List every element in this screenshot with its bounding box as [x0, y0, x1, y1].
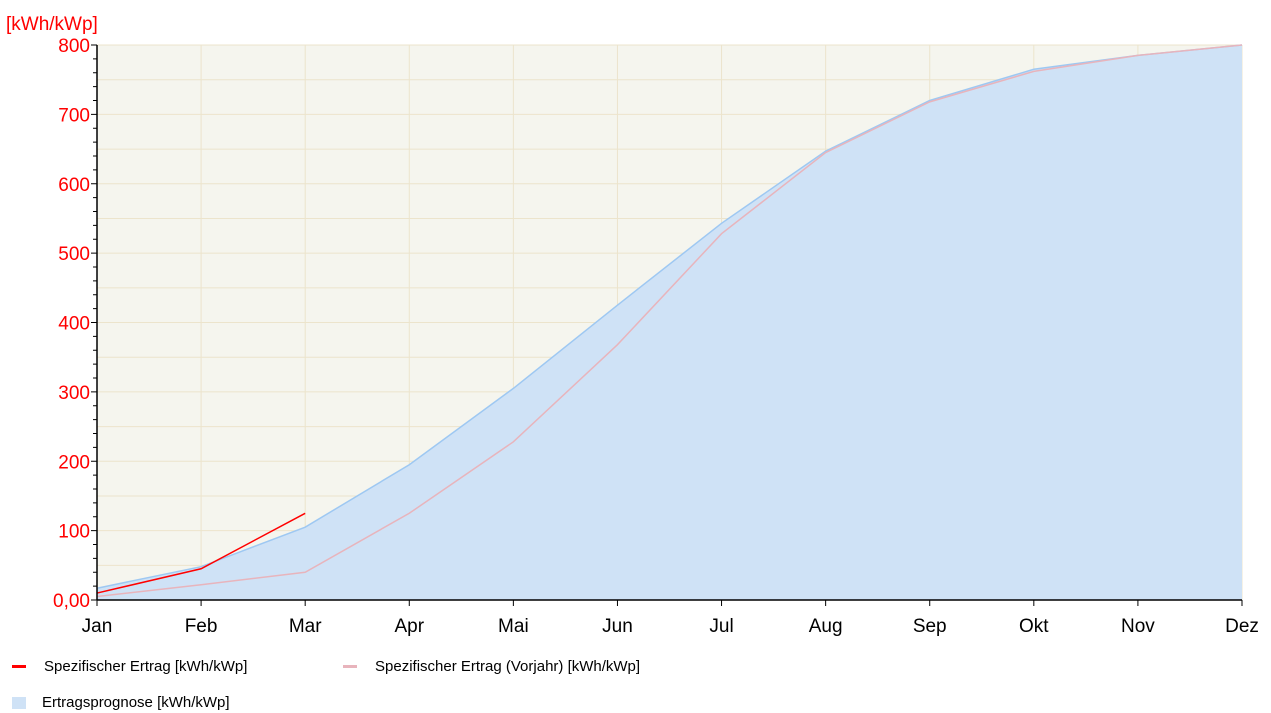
- series-area-outline: [96, 44, 1243, 589]
- x-tick-label: Aug: [809, 616, 843, 637]
- x-tick-label: Feb: [185, 616, 218, 637]
- legend-swatch-pink-line: [343, 665, 357, 668]
- y-tick-label: 200: [58, 452, 90, 473]
- legend-item-spezifischer-ertrag: Spezifischer Ertrag [kWh/kWp]: [12, 658, 247, 675]
- y-axis-unit-label: [kWh/kWp]: [6, 14, 98, 35]
- x-tick-label: Apr: [394, 616, 424, 637]
- y-tick-label: 0,00: [53, 591, 90, 612]
- x-tick-label: Dez: [1225, 616, 1259, 637]
- legend-label: Spezifischer Ertrag (Vorjahr) [kWh/kWp]: [375, 658, 641, 675]
- legend-swatch-blue-area: [12, 696, 26, 709]
- x-tick-label: Mai: [498, 616, 529, 637]
- y-tick-label: 500: [58, 244, 90, 265]
- x-tick-label: Jan: [82, 616, 113, 637]
- x-tick-label: Jul: [709, 616, 733, 637]
- x-tick-label: Jun: [602, 616, 633, 637]
- y-tick-label: 100: [58, 522, 90, 543]
- x-tick-label: Sep: [913, 616, 947, 637]
- y-tick-label: 600: [58, 175, 90, 196]
- x-tick-label: Okt: [1019, 616, 1049, 637]
- y-tick-label: 300: [58, 383, 90, 404]
- legend-item-ertragsprognose: Ertragsprognose [kWh/kWp]: [12, 694, 230, 711]
- series-area-fill: [97, 45, 1242, 600]
- series-layer: [96, 44, 1243, 600]
- legend-label: Spezifischer Ertrag [kWh/kWp]: [44, 658, 248, 675]
- series-line-spezifischer-ertrag: [96, 512, 306, 594]
- legend-label: Ertragsprognose [kWh/kWp]: [42, 694, 230, 711]
- axes: 0,00 100 200 300 400 500 600 700 800 Jan Feb Mar Apr…: [53, 36, 1259, 637]
- y-tick-label: 400: [58, 314, 90, 335]
- legend-swatch-red-line: [12, 665, 26, 668]
- y-tick-label: 700: [58, 105, 90, 126]
- legend-item-vorjahr: Spezifischer Ertrag (Vorjahr) [kWh/kWp]: [343, 658, 640, 675]
- y-tick-label: 800: [58, 36, 90, 57]
- x-tick-label: Nov: [1121, 616, 1155, 637]
- series-line-vorjahr: [96, 44, 1243, 598]
- x-tick-label: Mar: [289, 616, 322, 637]
